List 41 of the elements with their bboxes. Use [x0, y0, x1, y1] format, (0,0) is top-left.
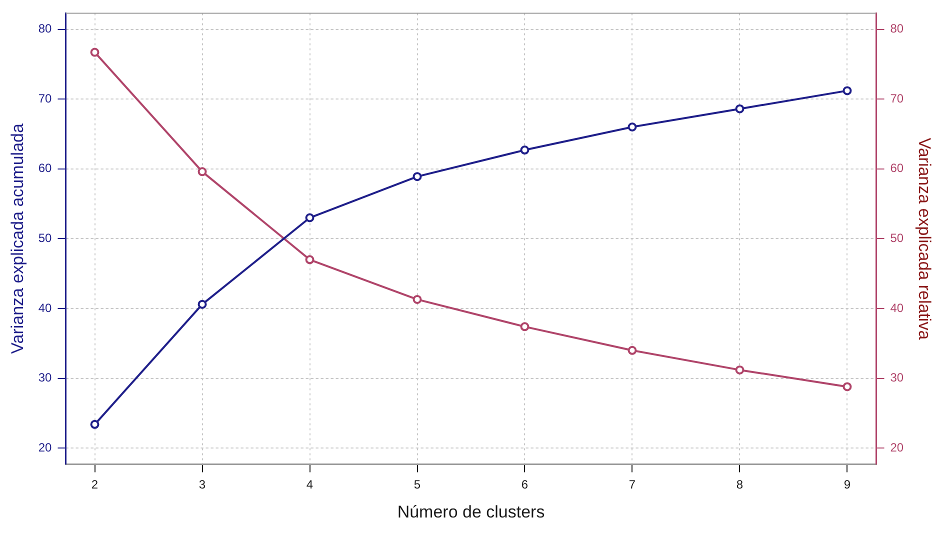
point — [412, 172, 422, 182]
y2-tick-label: 60 — [890, 161, 904, 176]
point — [735, 104, 744, 114]
x-tick-label: 6 — [521, 478, 528, 492]
point — [842, 86, 852, 96]
point — [628, 122, 637, 132]
y2-tick-label: 30 — [890, 370, 904, 385]
y-tick-label: 40 — [38, 300, 52, 315]
x-tick-label: 3 — [198, 478, 206, 492]
x-axis-title: Número de clusters — [397, 502, 545, 522]
point — [735, 365, 744, 374]
y-tick-label: 60 — [38, 161, 52, 176]
y-tick-label: 50 — [38, 231, 52, 246]
x-tick-label: 4 — [306, 478, 314, 492]
x-tick-label: 8 — [736, 478, 744, 492]
y2-tick-label: 20 — [890, 440, 904, 454]
y-axis-title: Varianza explicada acumulada — [8, 123, 27, 354]
point — [198, 300, 207, 309]
point — [842, 382, 852, 392]
point — [90, 48, 100, 57]
point — [198, 167, 207, 176]
y-tick-label: 30 — [38, 370, 52, 385]
x-tick-label: 2 — [91, 478, 98, 492]
y2-axis-title: Varianza explicada relativa — [915, 138, 934, 340]
y-tick-label: 80 — [38, 22, 52, 36]
point — [412, 294, 422, 304]
x-tick-label: 7 — [628, 478, 636, 492]
point — [90, 420, 100, 429]
x-tick-label: 9 — [844, 478, 851, 492]
y2-tick-label: 80 — [890, 22, 904, 36]
y-tick-label: 20 — [38, 440, 52, 454]
point — [305, 255, 314, 264]
y2-tick-label: 50 — [890, 231, 904, 246]
point — [520, 146, 530, 155]
y2-tick-label: 40 — [890, 300, 904, 315]
point — [628, 346, 637, 355]
point — [520, 322, 530, 332]
y2-tick-label: 70 — [890, 91, 904, 106]
point — [305, 213, 314, 222]
x-tick-label: 5 — [414, 478, 421, 492]
y-tick-label: 70 — [38, 91, 52, 106]
